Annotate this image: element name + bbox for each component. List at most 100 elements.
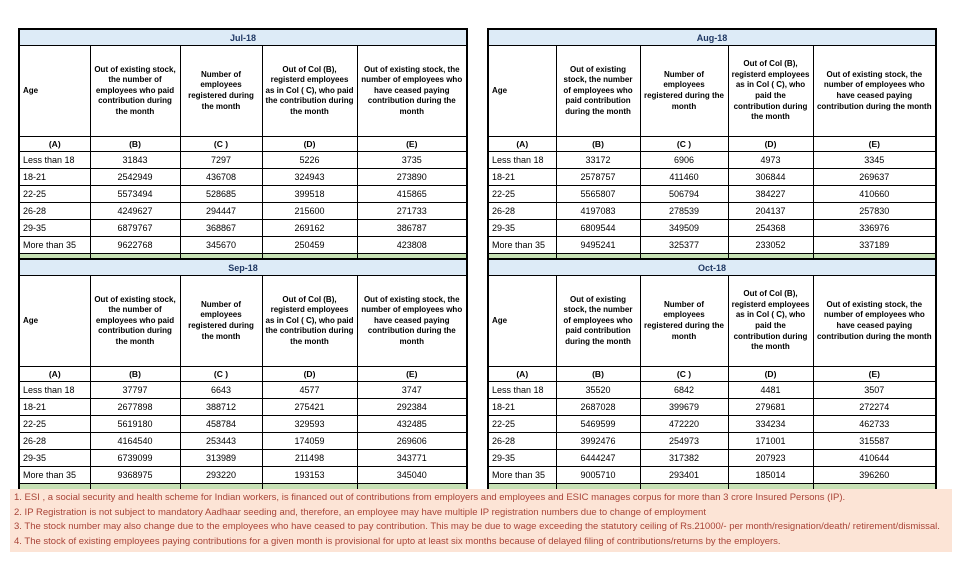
age-label: Less than 18 [18,381,91,399]
age-label: More than 35 [18,466,91,484]
column-header-row: Age Out of existing stock, the number of … [487,275,937,367]
column-letter: (C ) [639,366,729,382]
age-column-header: Age [487,275,557,367]
age-label: 29-35 [18,219,91,237]
age-label: 22-25 [487,415,557,433]
age-label: Less than 18 [487,381,557,399]
table-row: 26-28 4249627 294447 215600 271733 [18,202,468,220]
data-cell: 399679 [639,398,729,416]
data-cell: 6906 [639,151,729,169]
data-cell: 3747 [356,381,468,399]
data-cell: 171001 [727,432,814,450]
column-header: Out of Col (B), registerd employees as i… [727,45,814,137]
month-table-aug-18: Aug-18 Age Out of existing stock, the numb… [487,28,938,273]
data-cell: 6739099 [89,449,181,467]
data-cell: 193153 [261,466,358,484]
data-cell: 324943 [261,168,358,186]
month-table-sep-18: Sep-18 Age Out of existing stock, the numb… [18,258,468,503]
age-label: 22-25 [487,185,557,203]
table-month-title: Sep-18 [18,258,468,276]
age-label: 18-21 [487,398,557,416]
column-header: Out of existing stock, the number of emp… [555,275,641,367]
data-cell: 3992476 [555,432,641,450]
data-cell: 334234 [727,415,814,433]
data-cell: 472220 [639,415,729,433]
data-cell: 293401 [639,466,729,484]
data-cell: 3507 [812,381,937,399]
footnote-line: 3. The stock number may also change due … [14,521,940,532]
data-cell: 207923 [727,449,814,467]
data-cell: 250459 [261,236,358,254]
data-cell: 415865 [356,185,468,203]
table-row: 18-21 2542949 436708 324943 273890 [18,168,468,186]
column-header: Number of employees registered during th… [179,275,263,367]
column-letter: (D) [261,366,358,382]
table-title-row: Sep-18 [18,258,468,276]
age-label: More than 35 [487,236,557,254]
data-cell: 2677898 [89,398,181,416]
table-row: Less than 18 31843 7297 5226 3735 [18,151,468,169]
column-letter: (E) [812,136,937,152]
data-cell: 254973 [639,432,729,450]
data-cell: 336976 [812,219,937,237]
footnote-line: 2. IP Registration is not subject to man… [14,506,706,518]
column-letter: (B) [89,136,181,152]
age-label: More than 35 [18,236,91,254]
data-cell: 6444247 [555,449,641,467]
column-letter: (C ) [179,136,263,152]
age-label: More than 35 [487,466,557,484]
data-cell: 6879767 [89,219,181,237]
age-label: 26-28 [18,432,91,450]
data-cell: 6809544 [555,219,641,237]
table-row: 29-35 6879767 368867 269162 386787 [18,219,468,237]
data-cell: 253443 [179,432,263,450]
column-header: Out of existing stock, the number of emp… [356,275,468,367]
age-label: 26-28 [18,202,91,220]
age-label: 18-21 [18,398,91,416]
age-column-header: Age [487,45,557,137]
table-row: More than 35 9005710 293401 185014 396260 [487,466,937,484]
column-letter-row: (A) (B) (C ) (D) (E) [487,366,937,382]
column-letter-row: (A) (B) (C ) (D) (E) [487,136,937,152]
table-row: 26-28 3992476 254973 171001 315587 [487,432,937,450]
data-cell: 388712 [179,398,263,416]
table-row: More than 35 9622768 345670 250459 423808 [18,236,468,254]
age-label: 22-25 [18,415,91,433]
data-cell: 271733 [356,202,468,220]
data-cell: 306844 [727,168,814,186]
table-row: 29-35 6444247 317382 207923 410644 [487,449,937,467]
data-cell: 9622768 [89,236,181,254]
data-cell: 396260 [812,466,937,484]
table-row: Less than 18 35520 6842 4481 3507 [487,381,937,399]
data-cell: 5226 [261,151,358,169]
data-cell: 215600 [261,202,358,220]
column-letter: (E) [812,366,937,382]
table-row: More than 35 9495241 325377 233052 337189 [487,236,937,254]
data-cell: 272274 [812,398,937,416]
data-cell: 337189 [812,236,937,254]
column-letter: (B) [89,366,181,382]
data-cell: 4973 [727,151,814,169]
column-header-row: Age Out of existing stock, the number of … [18,275,468,367]
data-cell: 432485 [356,415,468,433]
data-cell: 368867 [179,219,263,237]
data-cell: 294447 [179,202,263,220]
data-cell: 3345 [812,151,937,169]
data-cell: 462733 [812,415,937,433]
data-cell: 5573494 [89,185,181,203]
column-letter: (E) [356,136,468,152]
data-cell: 4164540 [89,432,181,450]
column-letter: (A) [487,366,557,382]
column-header: Number of employees registered during th… [639,275,729,367]
data-cell: 2578757 [555,168,641,186]
table-row: 29-35 6809544 349509 254368 336976 [487,219,937,237]
data-cell: 273890 [356,168,468,186]
data-cell: 458784 [179,415,263,433]
data-cell: 275421 [261,398,358,416]
column-header: Out of Col (B), registerd employees as i… [261,45,358,137]
table-row: 29-35 6739099 313989 211498 343771 [18,449,468,467]
data-cell: 292384 [356,398,468,416]
data-cell: 4481 [727,381,814,399]
age-label: 18-21 [18,168,91,186]
